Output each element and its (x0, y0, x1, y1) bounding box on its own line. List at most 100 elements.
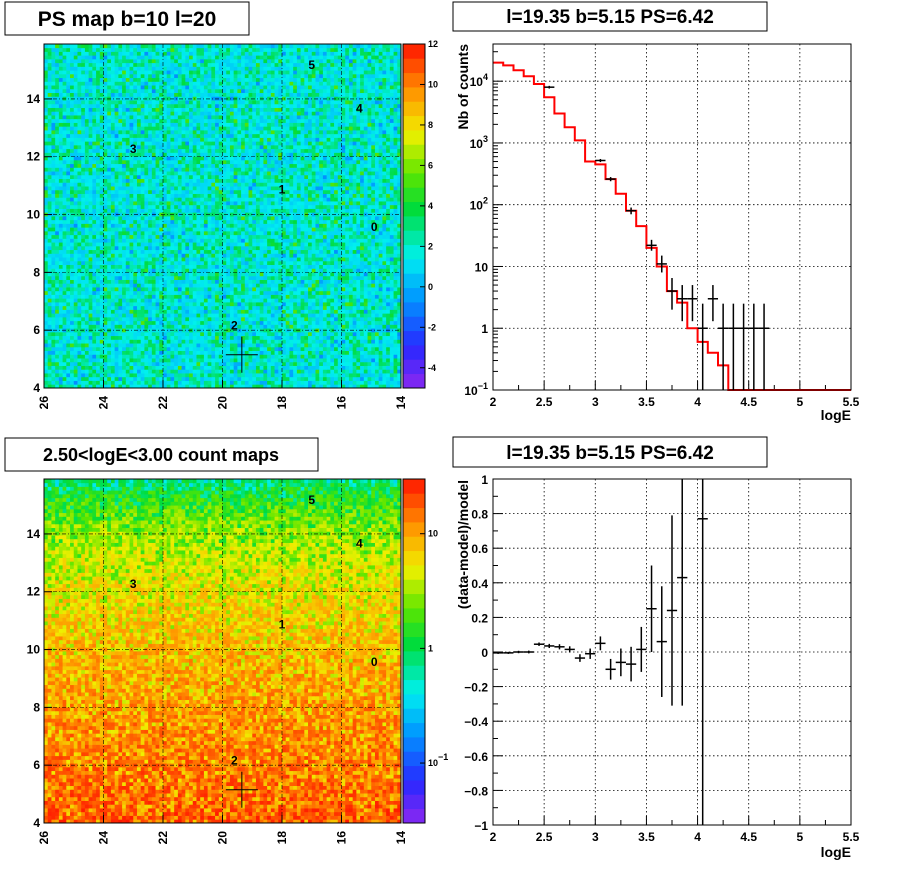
ps-map-cell (189, 230, 194, 236)
ps-map-cell (378, 313, 383, 318)
ps-map-cell (341, 335, 346, 340)
ps-map-cell (81, 365, 86, 370)
ps-map-cell (151, 238, 156, 243)
ps-map-cell (215, 230, 220, 236)
ps-map-cell (189, 287, 194, 292)
ps-map-cell (96, 358, 101, 363)
ps-map-cell (70, 257, 75, 262)
ps-map-cell (58, 354, 63, 359)
ps-map-cell (378, 249, 383, 254)
ps-map-cell (296, 260, 301, 266)
ps-map-cell (300, 257, 305, 262)
ps-map-cell (226, 313, 231, 318)
ps-map-cell (129, 249, 134, 254)
ps-map-cell (352, 227, 357, 232)
ps-map-cell (360, 260, 365, 266)
ps-map-cell (267, 264, 272, 269)
ps-map-cell (47, 230, 52, 236)
ps-map-cell (129, 227, 134, 232)
ps-map-cell (215, 290, 220, 295)
ps-map-cell (341, 257, 346, 262)
ps-map-cell (192, 268, 197, 273)
ps-map-cell (58, 298, 63, 303)
ps-map-cell (352, 283, 357, 288)
ps-map-cell (322, 238, 328, 243)
ps-map-cell (174, 354, 179, 359)
ps-map-cell (107, 313, 112, 318)
ps-map-cell (103, 234, 108, 239)
ps-map-cell (200, 245, 205, 251)
ps-map-cell (337, 260, 342, 266)
ps-map-cell (308, 294, 313, 299)
ps-map-cell (73, 294, 78, 299)
ps-map-cell (363, 320, 368, 325)
ps-map-cell (304, 279, 309, 284)
ps-map-cell (189, 197, 194, 202)
ps-map-cell (47, 331, 52, 337)
ps-map-cell (289, 354, 294, 359)
ps-map-cell (88, 283, 93, 288)
ps-map-cell (285, 343, 290, 348)
ps-map-cell (311, 197, 316, 202)
ps-map-cell (51, 302, 56, 307)
ps-map-cell (237, 361, 242, 366)
ps-map-cell (47, 283, 52, 288)
ps-map-cell (58, 313, 63, 318)
ps-map-cell (296, 227, 301, 232)
ps-map-cell (118, 201, 123, 206)
ps-map-cell (107, 272, 112, 277)
ps-map-cell (233, 365, 238, 370)
ps-map-cell (248, 313, 253, 318)
ps-map-cell (99, 242, 104, 247)
ps-map-cell (259, 380, 264, 385)
ps-map-cell (367, 380, 372, 385)
ps-map-cell (189, 272, 194, 277)
ps-map-cell (308, 380, 313, 385)
ps-map-cell (136, 197, 142, 202)
ps-map-cell (103, 253, 108, 258)
ps-map-cell (270, 275, 275, 280)
ps-map-cell (237, 309, 242, 314)
ps-map-cell (274, 320, 279, 325)
ps-map-cell (114, 257, 119, 262)
ps-map-cell (326, 208, 331, 213)
ps-map-cell (363, 380, 368, 385)
ps-map-cell (289, 245, 294, 251)
ps-map-cell (270, 343, 275, 348)
ps-map-cell (348, 350, 354, 355)
ps-map-cell (330, 204, 335, 209)
ps-map-cell (136, 384, 142, 389)
ps-map-cell (151, 272, 156, 277)
ps-map-cell (218, 193, 223, 198)
ps-map-cell (267, 384, 272, 389)
ps-map-cell (386, 219, 391, 224)
ps-map-cell (282, 193, 287, 198)
ps-map-cell (103, 376, 108, 381)
ps-map-cell (170, 193, 175, 198)
ps-map-cell (125, 234, 130, 239)
ps-map-cell (300, 361, 305, 366)
ps-map-cell (159, 234, 164, 239)
ps-map-cell (270, 193, 275, 198)
ps-map-cell (393, 242, 398, 247)
ps-map-cell (326, 313, 331, 318)
ps-map-cell (397, 208, 402, 213)
ps-map-cell (211, 358, 216, 363)
ps-map-cell (133, 376, 138, 381)
ps-map-cell (289, 343, 294, 348)
ps-map-cell (360, 234, 365, 239)
ps-map-cell (378, 230, 383, 236)
ps-map-cell (348, 290, 354, 295)
ps-map-cell (84, 249, 90, 254)
ps-map-cell (304, 309, 309, 314)
ps-map-cell (244, 302, 249, 307)
ps-map-cell (166, 253, 171, 258)
ps-map-cell (285, 335, 290, 340)
ps-map-cell (267, 343, 272, 348)
ps-map-cell (341, 279, 346, 284)
ps-map-cell (308, 328, 313, 333)
ps-map-cell (393, 294, 398, 299)
ps-map-cell (129, 197, 134, 202)
ps-map-cell (84, 272, 90, 277)
